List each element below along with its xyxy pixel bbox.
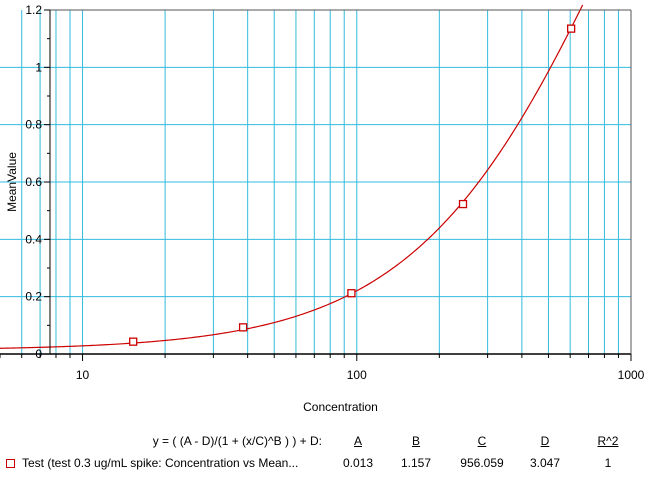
y-tick-label: 0.4 <box>25 232 42 246</box>
y-tick-label: 0.2 <box>25 290 42 304</box>
x-tick-label: 1000 <box>618 368 645 382</box>
param-value-d: 3.047 <box>529 456 561 470</box>
legend-series-label: Test (test 0.3 ug/mL spike: Concentratio… <box>22 456 299 470</box>
legend-square-marker-icon <box>6 459 15 468</box>
y-tick-label: 1.2 <box>25 3 42 17</box>
y-axis-title: MeanValue <box>5 152 19 212</box>
param-value-c: 956.059 <box>460 456 504 470</box>
y-tick-label: 1 <box>35 60 42 74</box>
param-header-r2: R^2 <box>597 434 619 448</box>
data-point <box>567 24 576 33</box>
x-tick-label: 100 <box>347 368 367 382</box>
x-tick-labels: 10 100 1000 <box>76 368 645 382</box>
param-value-a: 0.013 <box>342 456 374 470</box>
equation-label: y = ( (A - D)/(1 + (x/C)^B ) ) + D: <box>152 434 322 448</box>
data-point <box>458 199 468 209</box>
data-point <box>347 289 356 298</box>
param-header-a: A <box>353 434 362 448</box>
axes <box>0 9 632 361</box>
y-tick-label: 0 <box>35 347 42 361</box>
data-points <box>129 24 576 346</box>
param-header-c: C <box>477 434 487 448</box>
param-header-b: B <box>411 434 420 448</box>
data-point <box>129 337 138 346</box>
x-axis-title: Concentration <box>303 400 378 414</box>
x-tick-label: 10 <box>76 368 90 382</box>
equation-panel: y = ( (A - D)/(1 + (x/C)^B ) ) + D: A B … <box>0 430 650 480</box>
chart: 10 100 1000 0 0.2 0.4 0.6 0.8 1 1.2 Concentratio… <box>0 3 645 414</box>
y-tick-label: 0.6 <box>25 175 42 189</box>
param-value-b: 1.157 <box>400 456 432 470</box>
y-tick-labels: 0 0.2 0.4 0.6 0.8 1 1.2 <box>25 3 42 361</box>
fit-curve <box>0 4 584 349</box>
param-header-d: D <box>540 434 550 448</box>
y-tick-label: 0.8 <box>25 118 42 132</box>
grid <box>0 10 631 354</box>
legend-row[interactable]: Test (test 0.3 ug/mL spike: Concentratio… <box>0 456 650 474</box>
fit-curve-layer <box>0 4 584 349</box>
param-value-r2: 1 <box>604 456 612 470</box>
data-point <box>238 323 248 332</box>
